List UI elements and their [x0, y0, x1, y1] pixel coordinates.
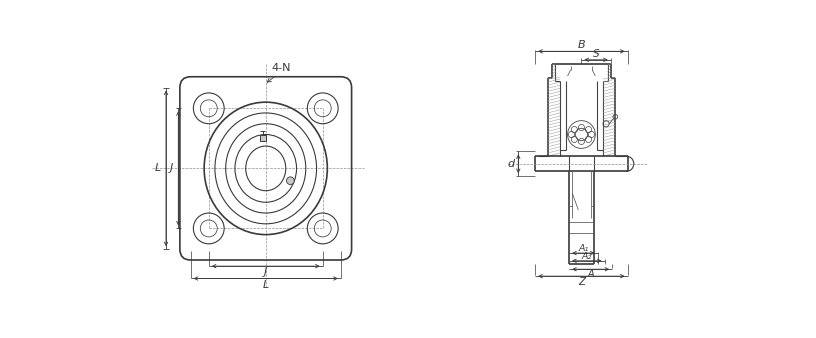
Text: S: S [592, 49, 600, 59]
Text: A₁: A₁ [579, 244, 588, 253]
Text: 4-N: 4-N [272, 63, 290, 73]
Text: d: d [507, 159, 514, 169]
Text: Z: Z [578, 276, 585, 287]
FancyBboxPatch shape [259, 135, 266, 141]
Text: J: J [170, 163, 173, 173]
Text: B: B [578, 40, 585, 50]
Text: L: L [155, 163, 162, 173]
Text: A₂: A₂ [582, 252, 592, 261]
Text: L: L [263, 280, 268, 290]
Text: J: J [264, 267, 268, 277]
Circle shape [286, 177, 295, 185]
Text: A: A [588, 269, 594, 279]
